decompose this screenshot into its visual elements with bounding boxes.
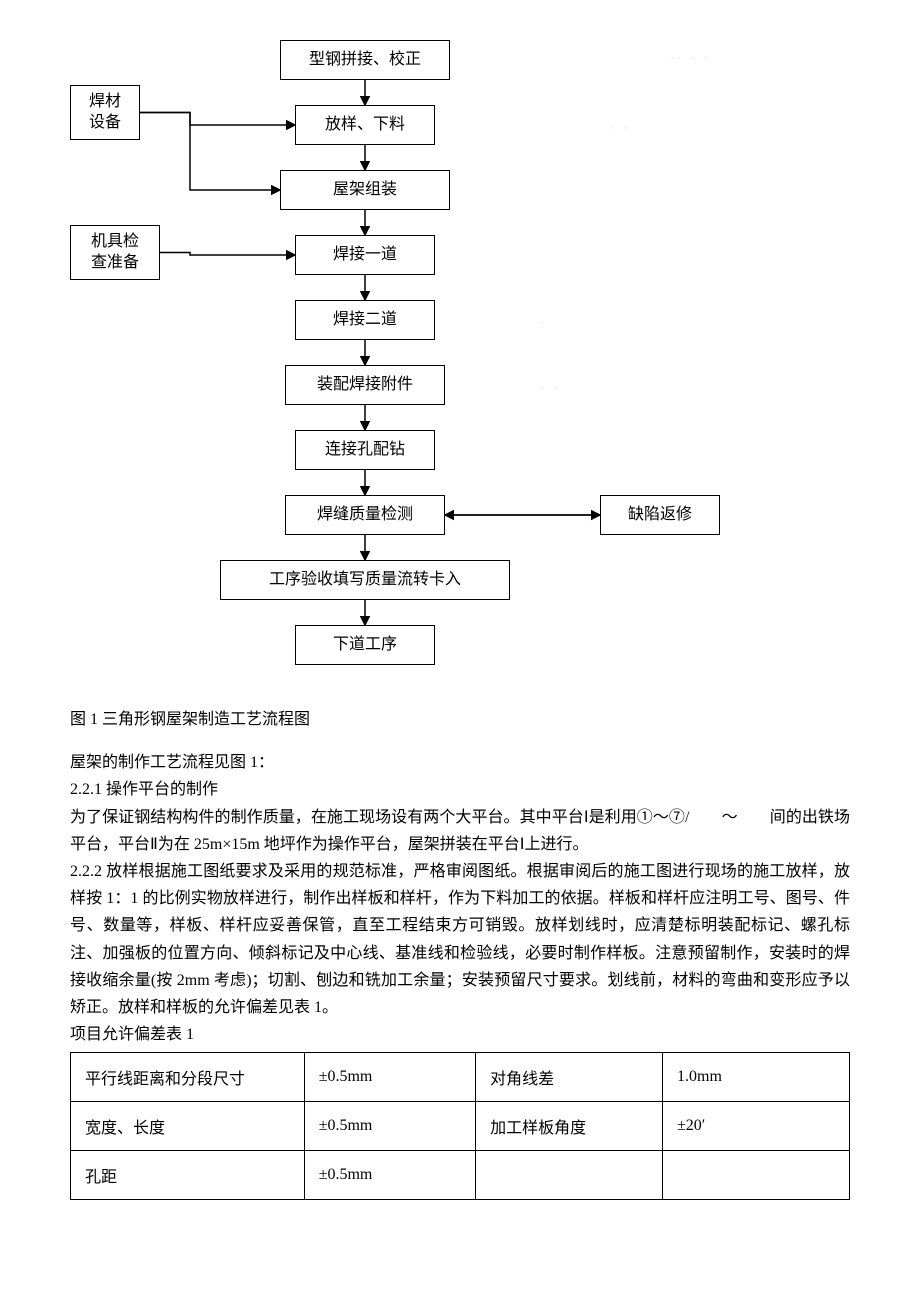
scan-artifact: · · <box>540 380 561 396</box>
table-cell: 孔距 <box>71 1151 305 1200</box>
table-cell: ±20′ <box>663 1102 850 1151</box>
table-cell: 对角线差 <box>476 1053 663 1102</box>
table-cell: 平行线距离和分段尺寸 <box>71 1053 305 1102</box>
tolerance-table: 平行线距离和分段尺寸±0.5mm对角线差1.0mm宽度、长度±0.5mm加工样板… <box>70 1052 850 1200</box>
scan-artifact: ·· · · <box>670 50 712 66</box>
section-221-body: 为了保证钢结构构件的制作质量，在施工现场设有两个大平台。其中平台Ⅰ是利用①～⑦/… <box>70 804 850 858</box>
table-cell: 宽度、长度 <box>71 1102 305 1151</box>
flow-node-n1: 型钢拼接、校正 <box>280 40 450 80</box>
flow-node-n3: 屋架组装 <box>280 170 450 210</box>
table-cell: ±0.5mm <box>304 1053 475 1102</box>
table-cell: 1.0mm <box>663 1053 850 1102</box>
flow-node-n6: 装配焊接附件 <box>285 365 445 405</box>
section-222-body: 2.2.2 放样根据施工图纸要求及采用的规范标准，严格审阅图纸。根据审阅后的施工… <box>70 858 850 1021</box>
table-cell <box>476 1151 663 1200</box>
table-row: 平行线距离和分段尺寸±0.5mm对角线差1.0mm <box>71 1053 850 1102</box>
table-cell: 加工样板角度 <box>476 1102 663 1151</box>
flow-node-n7: 连接孔配钻 <box>295 430 435 470</box>
table-caption: 项目允许偏差表 1 <box>70 1021 850 1048</box>
scan-artifact: · <box>540 315 547 331</box>
table-cell <box>663 1151 850 1200</box>
flow-node-n2: 放样、下料 <box>295 105 435 145</box>
table-cell: ±0.5mm <box>304 1151 475 1200</box>
line-after-caption: 屋架的制作工艺流程见图 1： <box>70 749 850 776</box>
flow-node-n8: 焊缝质量检测 <box>285 495 445 535</box>
flow-node-n10: 下道工序 <box>295 625 435 665</box>
table-cell: ±0.5mm <box>304 1102 475 1151</box>
flow-node-n4: 焊接一道 <box>295 235 435 275</box>
flow-node-s2: 机具检查准备 <box>70 225 160 280</box>
table-row: 孔距±0.5mm <box>71 1151 850 1200</box>
scan-artifact: · · <box>610 120 631 136</box>
table-row: 宽度、长度±0.5mm加工样板角度±20′ <box>71 1102 850 1151</box>
flow-node-n9: 工序验收填写质量流转卡入 <box>220 560 510 600</box>
flowchart-container: 型钢拼接、校正放样、下料屋架组装焊接一道焊接二道装配焊接附件连接孔配钻焊缝质量检… <box>70 40 850 690</box>
figure-caption: 图 1 三角形钢屋架制造工艺流程图 <box>70 706 850 733</box>
flow-node-s3: 缺陷返修 <box>600 495 720 535</box>
section-221-title: 2.2.1 操作平台的制作 <box>70 776 850 803</box>
flow-node-s1: 焊材设备 <box>70 85 140 140</box>
flow-node-n5: 焊接二道 <box>295 300 435 340</box>
